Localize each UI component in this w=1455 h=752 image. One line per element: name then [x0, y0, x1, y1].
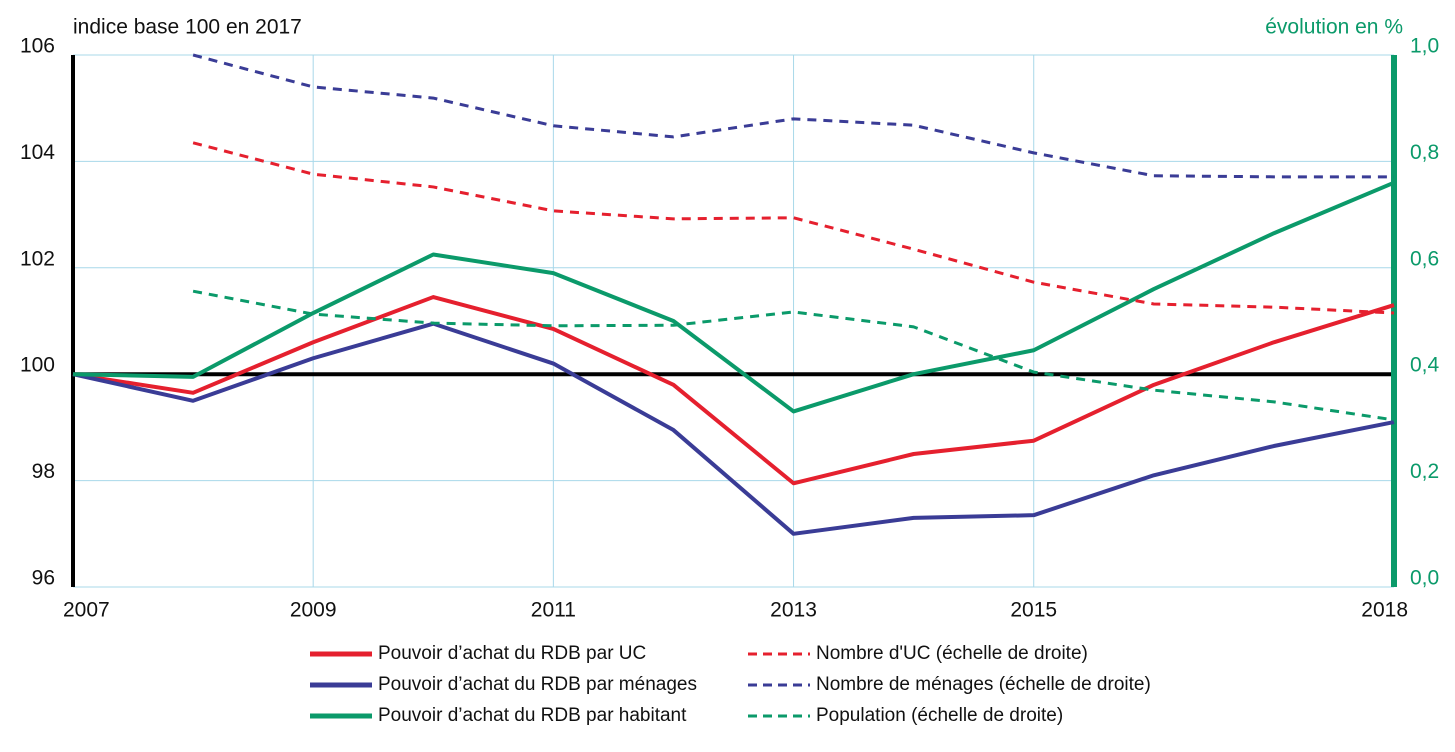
- y2-axis-label: évolution en %: [1265, 16, 1403, 39]
- series-line: [192, 289, 1395, 422]
- x-tick-label: 2018: [1361, 599, 1408, 622]
- y2-tick-label: 0,4: [1410, 354, 1440, 377]
- legend-label: Pouvoir d’achat du RDB par UC: [378, 643, 646, 664]
- legend-label: Nombre d'UC (échelle de droite): [816, 643, 1088, 664]
- y-tick-label: 96: [32, 567, 55, 590]
- legend-label: Pouvoir d’achat du RDB par ménages: [378, 674, 697, 695]
- y-tick-label: 102: [20, 247, 55, 270]
- y2-tick-label: 0,8: [1410, 141, 1439, 164]
- x-tick-label: 2009: [290, 599, 337, 622]
- y2-tick-label: 0,0: [1410, 567, 1439, 590]
- y2-tick-label: 0,2: [1410, 460, 1439, 483]
- x-tick-label: 2011: [531, 599, 576, 622]
- y-tick-label: 104: [20, 141, 55, 164]
- series-line: [72, 180, 1395, 414]
- y2-tick-label: 0,6: [1410, 247, 1439, 270]
- series-line: [192, 53, 1394, 179]
- x-tick-label: 2015: [1010, 599, 1057, 622]
- y-tick-label: 106: [20, 35, 55, 58]
- x-tick-label: 2013: [770, 599, 817, 622]
- series-line: [72, 295, 1395, 486]
- y-axis-label: indice base 100 en 2017: [73, 16, 302, 39]
- series-line: [72, 321, 1395, 536]
- y-tick-label: 100: [20, 354, 55, 377]
- x-tick-label: 2007: [63, 599, 110, 622]
- legend-label: Population (échelle de droite): [816, 705, 1063, 726]
- y2-tick-label: 1,0: [1410, 35, 1439, 58]
- legend-label: Pouvoir d’achat du RDB par habitant: [378, 705, 687, 726]
- y-tick-label: 98: [32, 460, 55, 483]
- legend-label: Nombre de ménages (échelle de droite): [816, 674, 1151, 695]
